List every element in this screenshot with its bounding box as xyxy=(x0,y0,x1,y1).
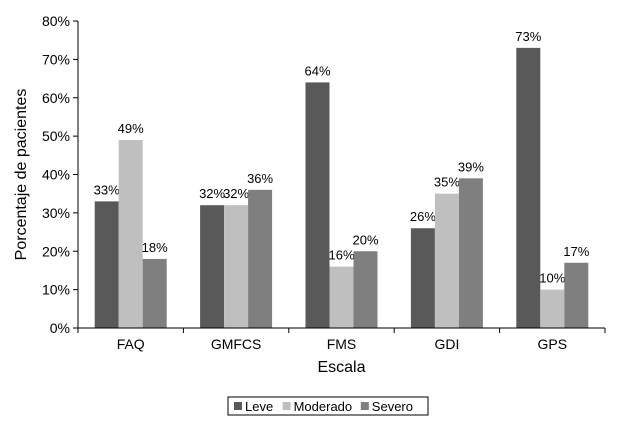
legend: Leve Moderado Severo xyxy=(227,396,429,416)
data-label: 32% xyxy=(199,186,225,201)
bar-severo-gmfcs xyxy=(248,189,273,328)
y-tick-label: 70% xyxy=(42,51,70,67)
x-axis-title: Escala xyxy=(317,359,365,376)
y-tick-label: 80% xyxy=(42,13,70,29)
y-axis-title: Porcentaje de pacientes xyxy=(13,89,30,261)
x-tick-label: FMS xyxy=(327,336,357,352)
data-label: 10% xyxy=(539,271,565,286)
y-tick-label: 10% xyxy=(42,282,70,298)
bar-moderado-gmfcs xyxy=(224,205,249,328)
bar-severo-gps xyxy=(564,262,589,328)
y-tick-label: 30% xyxy=(42,205,70,221)
bar-severo-faq xyxy=(142,258,167,328)
data-label: 36% xyxy=(247,171,273,186)
data-label: 39% xyxy=(458,159,484,174)
y-tick-label: 50% xyxy=(42,128,70,144)
y-tick-label: 0% xyxy=(50,320,70,336)
x-tick-label: GMFCS xyxy=(211,336,262,352)
legend-label: Moderado xyxy=(294,399,353,414)
legend-label: Severo xyxy=(372,399,413,414)
bar-severo-gdi xyxy=(458,178,483,328)
legend-swatch-severo xyxy=(360,402,369,410)
x-tick-label: FAQ xyxy=(117,336,145,352)
data-label: 33% xyxy=(94,182,120,197)
y-tick-label: 40% xyxy=(42,167,70,183)
bar-leve-fms xyxy=(305,82,330,329)
bar-leve-faq xyxy=(94,201,119,328)
data-label: 17% xyxy=(563,244,589,259)
legend-box xyxy=(227,396,429,416)
data-label: 73% xyxy=(515,29,541,44)
bar-leve-gdi xyxy=(410,228,435,328)
bar-moderado-gps xyxy=(540,289,565,328)
bar-moderado-gdi xyxy=(434,193,459,328)
bar-leve-gmfcs xyxy=(200,205,225,328)
data-label: 64% xyxy=(304,63,330,78)
bar-moderado-faq xyxy=(118,139,143,328)
data-label: 49% xyxy=(118,121,144,136)
legend-swatch-moderado xyxy=(282,402,291,410)
y-tick-label: 20% xyxy=(42,243,70,259)
y-tick-label: 60% xyxy=(42,90,70,106)
data-label: 32% xyxy=(223,186,249,201)
plot-area: 0% 10% 20% 30% 40% 50% 60% 70% 80% 33% 49% 18% FAQ 32… xyxy=(42,13,606,352)
data-label: 26% xyxy=(410,209,436,224)
data-label: 18% xyxy=(142,240,168,255)
data-label: 35% xyxy=(434,175,460,190)
bar-leve-gps xyxy=(516,47,541,329)
x-tick-label: GDI xyxy=(434,336,459,352)
bar-moderado-fms xyxy=(329,266,354,328)
data-label: 16% xyxy=(328,248,354,263)
data-label: 20% xyxy=(352,232,378,247)
bar-severo-fms xyxy=(353,251,378,328)
legend-label: Leve xyxy=(245,399,273,414)
x-tick-label: GPS xyxy=(538,336,568,352)
legend-swatch-leve xyxy=(234,402,242,410)
